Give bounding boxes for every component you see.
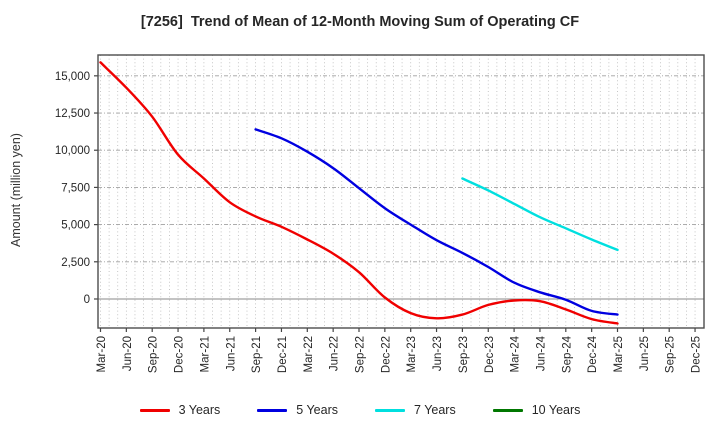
x-tick-label: Jun-23 bbox=[432, 336, 444, 371]
y-tick-label: 0 bbox=[84, 294, 90, 306]
x-tick-label: Dec-23 bbox=[484, 336, 496, 373]
legend-swatch-10-years bbox=[492, 408, 523, 412]
legend-label: 3 Years bbox=[178, 403, 221, 417]
x-tick-label: Sep-23 bbox=[458, 336, 470, 373]
x-tick-label: Sep-22 bbox=[355, 336, 367, 373]
legend-item-10-years: 10 Years bbox=[492, 403, 581, 417]
x-tick-label: Dec-21 bbox=[277, 336, 289, 373]
x-tick-label: Mar-22 bbox=[303, 336, 315, 372]
x-tick-label: Mar-20 bbox=[96, 336, 108, 372]
legend-swatch-3-years bbox=[139, 408, 170, 412]
chart-title: [7256] Trend of Mean of 12-Month Moving … bbox=[140, 14, 580, 30]
x-tick-label: Dec-24 bbox=[587, 335, 599, 373]
legend-item-5-years: 5 Years bbox=[257, 403, 338, 417]
legend: 3 Years 5 Years 7 Years 10 Years bbox=[0, 403, 720, 417]
y-tick-label: 12,500 bbox=[55, 108, 90, 120]
x-tick-label: Dec-20 bbox=[174, 336, 186, 373]
x-tick-label: Mar-23 bbox=[406, 336, 418, 372]
x-tick-label: Jun-21 bbox=[225, 336, 237, 371]
x-tick-label: Dec-25 bbox=[691, 336, 703, 373]
series-line-5-years bbox=[254, 128, 619, 316]
x-tick-label: Sep-21 bbox=[251, 336, 263, 373]
y-tick-label: 5,000 bbox=[61, 220, 90, 232]
y-tick-label: 15,000 bbox=[55, 71, 90, 83]
x-tick-label: Sep-20 bbox=[148, 336, 160, 373]
legend-item-7-years: 7 Years bbox=[375, 403, 456, 417]
legend-swatch-7-years bbox=[375, 408, 406, 412]
x-tick-label: Mar-21 bbox=[199, 336, 211, 372]
legend-label: 10 Years bbox=[531, 403, 581, 417]
x-tick-label: Jun-24 bbox=[535, 335, 547, 371]
legend-swatch-5-years bbox=[257, 408, 288, 412]
plot-frame bbox=[97, 54, 705, 329]
legend-label: 5 Years bbox=[296, 403, 339, 417]
x-tick-label: Mar-25 bbox=[613, 336, 625, 372]
y-tick-label: 10,000 bbox=[55, 145, 90, 157]
x-tick-label: Jun-22 bbox=[329, 336, 341, 371]
legend-label: 7 Years bbox=[414, 403, 456, 417]
x-tick-label: Jun-25 bbox=[639, 336, 651, 371]
y-tick-label: 7,500 bbox=[61, 182, 90, 194]
series-line-7-years bbox=[461, 177, 619, 252]
y-tick-label: 2,500 bbox=[61, 257, 90, 269]
x-tick-label: Dec-22 bbox=[380, 336, 392, 373]
x-tick-label: Jun-20 bbox=[122, 336, 134, 371]
x-tick-label: Sep-25 bbox=[665, 336, 677, 373]
x-tick-label: Sep-24 bbox=[561, 335, 573, 373]
series-line-3-years bbox=[99, 61, 619, 325]
x-tick-label: Mar-24 bbox=[510, 335, 522, 372]
legend-item-3-years: 3 Years bbox=[139, 403, 221, 417]
